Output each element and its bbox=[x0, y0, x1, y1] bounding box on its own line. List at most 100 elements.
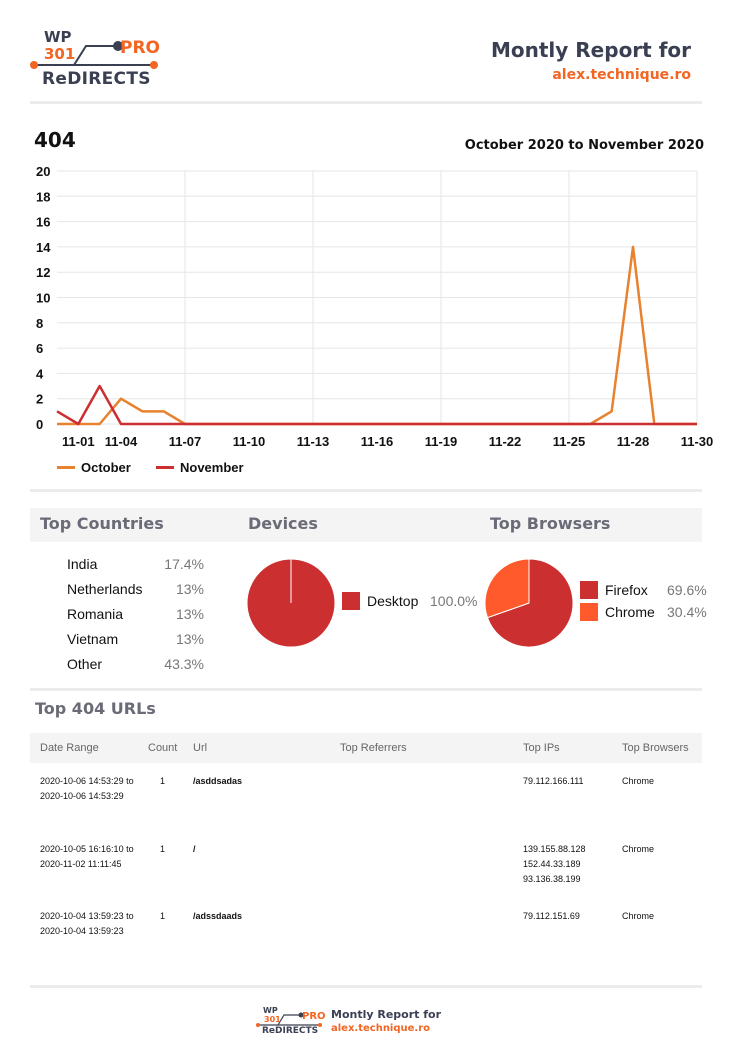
footer-domain: alex.technique.ro bbox=[331, 1023, 431, 1034]
column-header-browsers: Top Browsers bbox=[622, 742, 689, 754]
legend-label-october: October bbox=[81, 460, 131, 475]
logo-redirects-text: ReDIRECTS bbox=[42, 69, 151, 89]
chart-date-range: October 2020 to November 2020 bbox=[464, 138, 704, 153]
cell-browser: Chrome bbox=[622, 776, 655, 786]
cell-count: 1 bbox=[160, 911, 166, 921]
column-header-ips: Top IPs bbox=[523, 742, 560, 754]
urls-table-header bbox=[30, 733, 702, 763]
stats-section-header bbox=[30, 508, 702, 542]
x-tick-label: 11-28 bbox=[617, 434, 650, 449]
device-name: Desktop bbox=[367, 593, 419, 609]
browser-pct: 30.4% bbox=[667, 604, 707, 620]
y-tick-label: 18 bbox=[36, 189, 50, 204]
cell-browser: Chrome bbox=[622, 911, 655, 921]
cell-date-range: 2020-10-06 14:53:29 to 2020-10-06 14:53:… bbox=[40, 776, 134, 801]
y-tick-label: 2 bbox=[36, 392, 43, 407]
footer-logo: WP 301 PRO ReDIRECTS bbox=[256, 1006, 326, 1040]
header-divider bbox=[30, 101, 702, 104]
x-tick-label: 11-01 bbox=[62, 434, 95, 449]
legend-swatch-desktop bbox=[342, 592, 360, 610]
report-title: Montly Report for bbox=[490, 38, 691, 62]
x-tick-label: 11-25 bbox=[553, 434, 586, 449]
stats-divider bbox=[30, 688, 702, 691]
footer-logo-301-text: 301 bbox=[264, 1015, 281, 1024]
devices-title: Devices bbox=[248, 514, 318, 533]
y-tick-label: 16 bbox=[36, 215, 50, 230]
legend-item-october[interactable]: October bbox=[57, 460, 131, 475]
report-domain: alex.technique.ro bbox=[552, 67, 691, 83]
device-pct: 100.0% bbox=[430, 593, 478, 609]
y-tick-label: 12 bbox=[36, 265, 50, 280]
y-tick-label: 20 bbox=[36, 164, 50, 179]
cell-url[interactable]: /asddsadas bbox=[193, 776, 243, 786]
column-header-url: Url bbox=[193, 742, 208, 754]
wp301-logo: WP 301 PRO ReDIRECTS bbox=[30, 28, 165, 90]
browser-pct: 69.6% bbox=[667, 582, 707, 598]
logo-wp-text: WP bbox=[44, 28, 72, 46]
top-countries-title: Top Countries bbox=[40, 514, 164, 533]
x-tick-label: 11-19 bbox=[425, 434, 458, 449]
legend-item-chrome: Chrome 30.4% bbox=[580, 603, 707, 621]
footer-title: Montly Report for bbox=[331, 1008, 442, 1021]
country-name: Netherlands bbox=[67, 581, 143, 597]
cell-date-range: 2020-10-04 13:59:23 to 2020-10-04 13:59:… bbox=[40, 911, 134, 936]
series-line-november bbox=[56, 384, 697, 426]
footer-logo-redirects-text: ReDIRECTS bbox=[262, 1026, 319, 1036]
cell-ips: 79.112.151.69 bbox=[523, 911, 580, 921]
cell-date-range: 2020-10-05 16:16:10 to 2020-11-02 11:11:… bbox=[40, 844, 134, 869]
x-tick-label: 11-07 bbox=[169, 434, 202, 449]
top-404-urls-title: Top 404 URLs bbox=[35, 699, 156, 718]
x-tick-label: 11-13 bbox=[297, 434, 330, 449]
x-tick-label: 11-10 bbox=[233, 434, 266, 449]
y-tick-label: 8 bbox=[36, 316, 43, 331]
devices-pie-chart bbox=[246, 558, 336, 648]
legend-item-desktop: Desktop 100.0% bbox=[342, 592, 477, 610]
country-pct: 43.3% bbox=[164, 656, 204, 672]
browsers-pie-chart bbox=[484, 558, 574, 648]
series-line-october bbox=[57, 245, 697, 426]
y-tick-label: 14 bbox=[36, 240, 51, 255]
cell-ips: 79.112.166.111 bbox=[523, 776, 584, 786]
legend-swatch-chrome bbox=[580, 603, 598, 621]
column-header-referrers: Top Referrers bbox=[340, 742, 407, 754]
logo-circuit-icon bbox=[30, 41, 158, 69]
y-tick-label: 4 bbox=[36, 366, 44, 381]
legend-label-november: November bbox=[180, 460, 244, 475]
country-name: Vietnam bbox=[67, 631, 119, 647]
x-tick-label: 11-22 bbox=[489, 434, 522, 449]
country-pct: 17.4% bbox=[164, 556, 204, 572]
chart-title: 404 bbox=[34, 128, 76, 152]
browser-name: Chrome bbox=[605, 604, 655, 620]
country-pct: 13% bbox=[175, 631, 204, 647]
legend-item-november[interactable]: November bbox=[156, 460, 244, 475]
country-pct: 13% bbox=[175, 581, 204, 597]
footer-logo-pro-text: PRO bbox=[302, 1011, 326, 1022]
y-tick-label: 10 bbox=[36, 291, 50, 306]
column-header-count: Count bbox=[148, 742, 178, 754]
browser-name: Firefox bbox=[605, 582, 648, 598]
footer-logo-wp-text: WP bbox=[263, 1006, 278, 1015]
chart-divider bbox=[30, 489, 702, 492]
cell-count: 1 bbox=[160, 844, 166, 854]
logo-pro-text: PRO bbox=[120, 38, 161, 58]
y-tick-label: 6 bbox=[36, 341, 43, 356]
cell-url[interactable]: /adssdaads bbox=[193, 911, 243, 921]
country-name: Romania bbox=[67, 606, 124, 622]
pie-slice-firefox bbox=[486, 558, 574, 648]
x-tick-label: 11-16 bbox=[361, 434, 394, 449]
column-header-date-range: Date Range bbox=[40, 742, 99, 754]
pie-slice-chrome bbox=[484, 558, 530, 619]
legend-swatch-firefox bbox=[580, 581, 598, 599]
cell-url[interactable]: / bbox=[193, 844, 196, 854]
legend-swatch-october bbox=[57, 466, 75, 469]
legend-swatch-november bbox=[156, 466, 174, 469]
top-browsers-title: Top Browsers bbox=[490, 514, 611, 533]
legend-item-firefox: Firefox 69.6% bbox=[580, 581, 707, 599]
cell-count: 1 bbox=[160, 776, 166, 786]
footer-logo-circuit-icon bbox=[256, 1012, 322, 1027]
line-chart: 0 2 4 6 8 10 12 14 16 18 20 11-01 11-04 11-07 11-10 11-… bbox=[36, 164, 713, 449]
country-name: India bbox=[67, 556, 98, 572]
x-tick-label: 11-04 bbox=[105, 434, 138, 449]
logo-301-text: 301 bbox=[44, 45, 76, 63]
country-name: Other bbox=[67, 656, 103, 672]
